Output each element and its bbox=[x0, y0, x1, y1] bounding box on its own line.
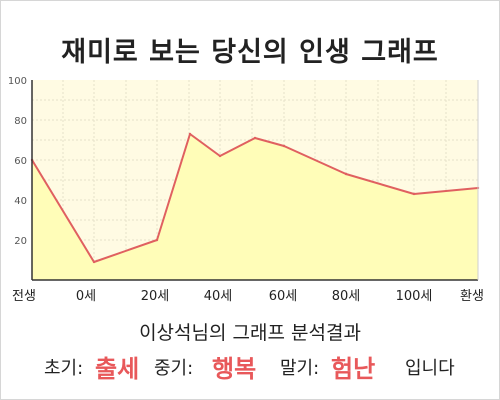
data-point-3 bbox=[188, 132, 192, 136]
y-tick-label-40: 40 bbox=[14, 196, 27, 207]
data-point-4 bbox=[218, 154, 222, 158]
x-tick-label-환생: 환생 bbox=[460, 289, 484, 304]
chart-title: 재미로 보는 당신의 인생 그래프 bbox=[61, 37, 439, 68]
x-tick-label-40세: 40세 bbox=[204, 289, 233, 304]
data-point-7 bbox=[344, 172, 348, 176]
x-tick-label-전생: 전생 bbox=[12, 289, 36, 304]
data-point-1 bbox=[92, 260, 96, 264]
x-tick-label-20세: 20세 bbox=[141, 289, 170, 304]
result-summary: 초기: 출세 중기: 행복 말기: 험난 입니다 bbox=[0, 346, 500, 386]
x-tick-label-80세: 80세 bbox=[332, 289, 361, 304]
y-tick-label-100: 100 bbox=[8, 76, 27, 87]
x-tick-label-0세: 0세 bbox=[76, 289, 96, 304]
series-area bbox=[32, 134, 478, 280]
y-tick-label-80: 80 bbox=[14, 116, 27, 127]
series-line bbox=[31, 133, 479, 263]
early-value: 출세 bbox=[95, 355, 140, 383]
result-suffix: 입니다 bbox=[405, 358, 455, 379]
y-tick-label-60: 60 bbox=[14, 156, 27, 167]
middle-value: 행복 bbox=[212, 355, 257, 383]
y-tick-label-20: 20 bbox=[14, 236, 27, 247]
data-point-6 bbox=[282, 144, 286, 148]
result-heading: 이상석님의 그래프 분석결과 bbox=[139, 322, 361, 344]
x-tick-label-60세: 60세 bbox=[269, 289, 298, 304]
data-point-2 bbox=[155, 238, 159, 242]
x-tick-label-100세: 100세 bbox=[396, 289, 433, 304]
data-point-8 bbox=[412, 192, 416, 196]
early-label: 초기: bbox=[44, 358, 84, 379]
middle-label: 중기: bbox=[154, 358, 194, 379]
data-point-5 bbox=[253, 136, 257, 140]
late-value: 험난 bbox=[331, 355, 376, 383]
late-label: 말기: bbox=[280, 358, 320, 379]
